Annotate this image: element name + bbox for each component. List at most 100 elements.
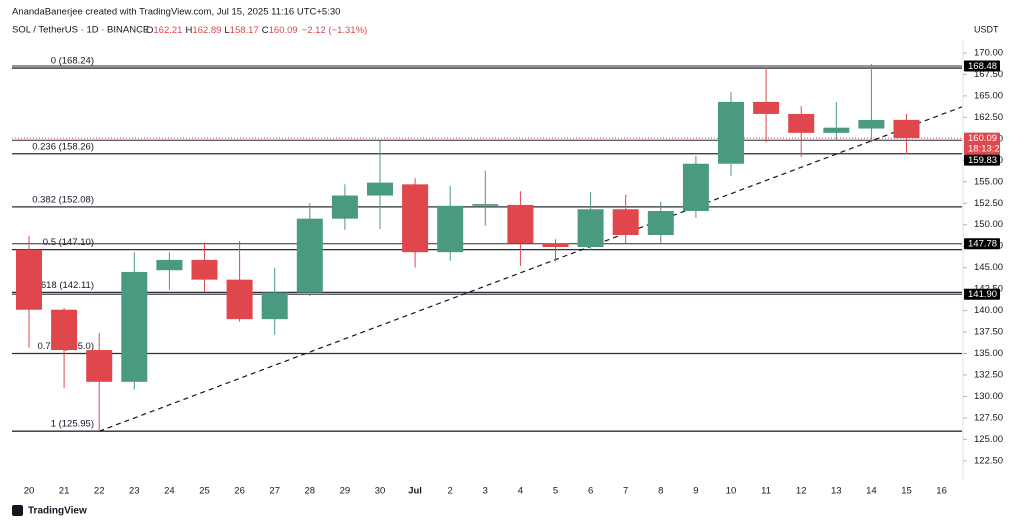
fib-label: 0.5 (147.10) — [43, 237, 94, 248]
price-tag-label: 147.78 — [968, 239, 997, 250]
candle-body — [121, 271, 148, 382]
candle-body — [858, 119, 885, 129]
x-tick-label: 24 — [164, 486, 175, 497]
currency: USDT — [974, 24, 999, 34]
y-tick-label: 135.00 — [974, 348, 1003, 359]
candle-body — [647, 210, 674, 236]
credit: AnandaBanerjee created with TradingView.… — [12, 7, 340, 18]
x-tick-label: 28 — [305, 486, 316, 497]
ohlc-key: L — [224, 25, 229, 36]
x-tick-label: 12 — [796, 486, 807, 497]
trendline — [98, 106, 963, 432]
candle-body — [542, 243, 569, 248]
candle-body — [226, 279, 253, 320]
x-tick-label: 30 — [375, 486, 386, 497]
y-tick-label: 140.00 — [974, 305, 1003, 316]
x-tick-label: 14 — [866, 486, 877, 497]
fib-label: 0.618 (142.11) — [33, 280, 94, 291]
price-tag — [964, 154, 1000, 166]
price-tag — [964, 238, 1000, 250]
x-tick-label: 10 — [726, 486, 737, 497]
x-tick-label: 8 — [658, 486, 663, 497]
y-tick-label: 127.50 — [974, 412, 1003, 423]
candle-body — [51, 309, 78, 351]
candle-body — [507, 204, 534, 244]
price-tag — [964, 288, 1000, 300]
y-tick-label: 152.50 — [974, 198, 1003, 209]
x-tick-label: 11 — [761, 486, 771, 497]
symbol: SOL / TetherUS · 1D · BINANCE — [12, 25, 149, 36]
candle-body — [331, 195, 358, 219]
price-tag-label: 160.09 — [968, 133, 997, 144]
y-tick-label: 145.00 — [974, 262, 1003, 273]
y-tick-label: 167.50 — [974, 69, 1003, 80]
price-tag — [964, 60, 1000, 72]
candle-body — [788, 113, 815, 133]
ohlc: O162.21 H162.89 L158.17 C160.09 −2.12 (−1.31… — [146, 25, 367, 36]
y-tick-label: 170.00 — [974, 47, 1003, 58]
ohlc-value: 162.89 — [192, 25, 221, 36]
y-tick-label: 150.00 — [974, 219, 1003, 230]
x-tick-label: 26 — [234, 486, 245, 497]
x-tick-label: 4 — [518, 486, 523, 497]
ohlc-value: 158.17 — [230, 25, 259, 36]
ohlc-key: C — [262, 25, 269, 36]
x-tick-label: 21 — [59, 486, 70, 497]
x-tick-label: 5 — [553, 486, 558, 497]
ohlc-value: 162.21 — [153, 25, 182, 36]
price-tag — [964, 132, 1000, 155]
fib-label: 0 (168.24) — [51, 56, 94, 67]
x-tick-label: 27 — [269, 486, 280, 497]
x-tick-label: 16 — [936, 486, 947, 497]
x-tick-label: 25 — [199, 486, 210, 497]
candle-body — [577, 209, 604, 248]
candle-body — [472, 204, 499, 206]
candle-body — [296, 218, 323, 293]
y-tick-label: 122.50 — [974, 455, 1003, 466]
y-tick-label: 155.00 — [974, 176, 1003, 187]
countdown: 18:13:26 — [968, 144, 1005, 155]
candle-body — [893, 119, 920, 139]
fib-label: 0.236 (158.26) — [32, 141, 94, 152]
candle-body — [718, 101, 744, 164]
x-tick-label: 3 — [483, 486, 488, 497]
candle-body — [612, 209, 639, 236]
y-tick-label: 125.00 — [974, 434, 1003, 445]
x-tick-label: 20 — [24, 486, 35, 497]
x-tick-label: 23 — [129, 486, 140, 497]
y-tick-label: 132.50 — [974, 369, 1003, 380]
fib-label: 0.382 (152.08) — [32, 194, 94, 205]
y-tick-label: 130.00 — [974, 391, 1003, 402]
x-tick-label: 6 — [588, 486, 593, 497]
ohlc-value: 160.09 — [269, 25, 298, 36]
brand: TradingView — [28, 506, 87, 517]
y-tick-label: 165.00 — [974, 90, 1003, 101]
candle-body — [16, 249, 42, 310]
candle-body — [437, 205, 464, 253]
fib-label: 1 (125.95) — [51, 419, 94, 430]
candle-body — [402, 184, 429, 253]
candle-body — [682, 163, 709, 211]
logo — [12, 505, 23, 516]
y-tick-label: 162.50 — [974, 112, 1003, 123]
candle-body — [823, 127, 850, 133]
candle-body — [191, 259, 218, 280]
price-tag-label: 141.90 — [968, 289, 997, 300]
x-tick-label: Jul — [408, 486, 422, 497]
y-tick-label: 137.50 — [974, 327, 1003, 338]
ohlc-key: H — [185, 25, 192, 36]
x-tick-label: 13 — [831, 486, 842, 497]
candle-body — [156, 259, 183, 271]
x-tick-label: 22 — [94, 486, 105, 497]
candle-body — [753, 101, 780, 114]
x-tick-label: 9 — [693, 486, 698, 497]
x-tick-label: 2 — [448, 486, 453, 497]
x-tick-label: 7 — [623, 486, 628, 497]
price-tag-label: 159.83 — [968, 155, 997, 166]
change: −2.12 (−1.31%) — [302, 25, 368, 36]
price-tag-label: 168.48 — [968, 61, 997, 72]
candle-body — [261, 292, 288, 320]
candle-body — [367, 182, 393, 196]
candle-body — [86, 350, 113, 382]
